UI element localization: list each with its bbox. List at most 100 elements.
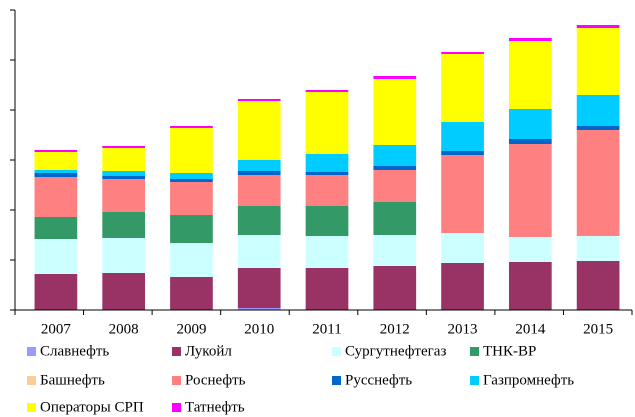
bar-segment [170, 243, 213, 277]
bar-segment [305, 175, 349, 206]
bar-segment [508, 41, 552, 109]
bar-segment [34, 217, 78, 239]
legend-label: Операторы СРП [40, 399, 144, 415]
bar-segment [102, 179, 146, 212]
bar-segment [34, 173, 78, 177]
bar-segment [373, 170, 417, 202]
bar-segment [373, 202, 417, 235]
legend-swatch [332, 376, 341, 385]
legend-swatch [332, 347, 341, 356]
bar-segment [237, 101, 281, 160]
bar-segment [576, 261, 620, 310]
bar-segment [237, 308, 281, 310]
x-tick-label: 2008 [109, 321, 139, 337]
x-tick-label: 2015 [583, 321, 613, 337]
bar-segment [102, 146, 146, 148]
bar-segment [237, 160, 281, 171]
bar-segment [508, 262, 552, 310]
bar-segment [576, 126, 620, 130]
legend-label: Газпромнефть [483, 372, 574, 388]
legend-label: Славнефть [40, 343, 109, 359]
bar-segment [373, 145, 417, 166]
x-tick-label: 2012 [380, 321, 410, 337]
legend-swatch [172, 403, 181, 412]
bar-segment [102, 148, 146, 171]
bar-segment [576, 25, 620, 28]
bar-segment [237, 171, 281, 175]
bar-segment [373, 166, 417, 170]
legend-label: Лукойл [185, 343, 232, 359]
bar-segment [237, 235, 281, 268]
bar-segment [34, 274, 78, 310]
bar-segment [34, 152, 78, 170]
x-tick-label: 2011 [312, 321, 341, 337]
legend-label: ТНК-BP [483, 343, 536, 359]
legend-label: Татнефть [185, 399, 245, 415]
bar-segment [373, 235, 417, 266]
bar-segment [508, 139, 552, 144]
bar-segment [102, 238, 146, 273]
legend-swatch [470, 376, 479, 385]
bar-segment [508, 38, 552, 41]
bar-segment [305, 268, 349, 310]
bar-segment [170, 277, 213, 310]
legend-label: Сургутнефтегаз [345, 343, 446, 359]
bar-segment [441, 233, 484, 263]
bar-segment [102, 171, 146, 176]
bar-segment [576, 95, 620, 126]
bar-segment [305, 236, 349, 268]
bar-segment [441, 151, 484, 155]
bar-segment [508, 237, 552, 262]
bar-segment [508, 109, 552, 139]
x-tick-label: 2014 [515, 321, 546, 337]
bar-segment [305, 90, 349, 92]
bar-segment [441, 52, 484, 54]
bar-segment [34, 239, 78, 274]
legend-label: Башнефть [40, 372, 105, 388]
bar-segment [237, 268, 281, 308]
legend-swatch [470, 347, 479, 356]
bar-segment [373, 266, 417, 310]
bar-segment [102, 212, 146, 238]
bar-segment [441, 155, 484, 233]
bar-segment [508, 144, 552, 237]
bar-segment [170, 173, 213, 179]
legend-label: Роснефть [185, 372, 246, 388]
bar-segment [305, 154, 349, 172]
bar-segment [170, 215, 213, 243]
bar-segment [305, 92, 349, 154]
bar-segment [34, 177, 78, 217]
bar-segment [237, 99, 281, 101]
bar-segment [237, 175, 281, 206]
x-tick-label: 2009 [176, 321, 206, 337]
x-tick-label: 2010 [244, 321, 274, 337]
bar-segment [102, 176, 146, 179]
legend-swatch [172, 376, 181, 385]
legend-swatch [27, 376, 36, 385]
bar-segment [441, 263, 484, 310]
bar-segment [34, 150, 78, 152]
bar-segment [576, 130, 620, 236]
legend-swatch [172, 347, 181, 356]
bar-segment [373, 79, 417, 145]
bar-segment [441, 122, 484, 151]
bar-segment [170, 179, 213, 182]
bar-segment [576, 236, 620, 261]
bar-segment [170, 182, 213, 215]
bar-segment [373, 76, 417, 79]
bar-segment [102, 273, 146, 310]
bar-segment [305, 206, 349, 236]
x-tick-label: 2007 [41, 321, 72, 337]
bar-segment [576, 28, 620, 95]
bar-segment [170, 126, 213, 128]
bar-segment [441, 54, 484, 122]
bar-segment [34, 170, 78, 173]
bar-segment [305, 172, 349, 175]
legend-swatch [27, 403, 36, 412]
legend-swatch [27, 347, 36, 356]
legend-label: Русснефть [345, 372, 412, 388]
bar-segment [237, 206, 281, 235]
bar-segment [170, 128, 213, 173]
x-tick-label: 2013 [448, 321, 478, 337]
